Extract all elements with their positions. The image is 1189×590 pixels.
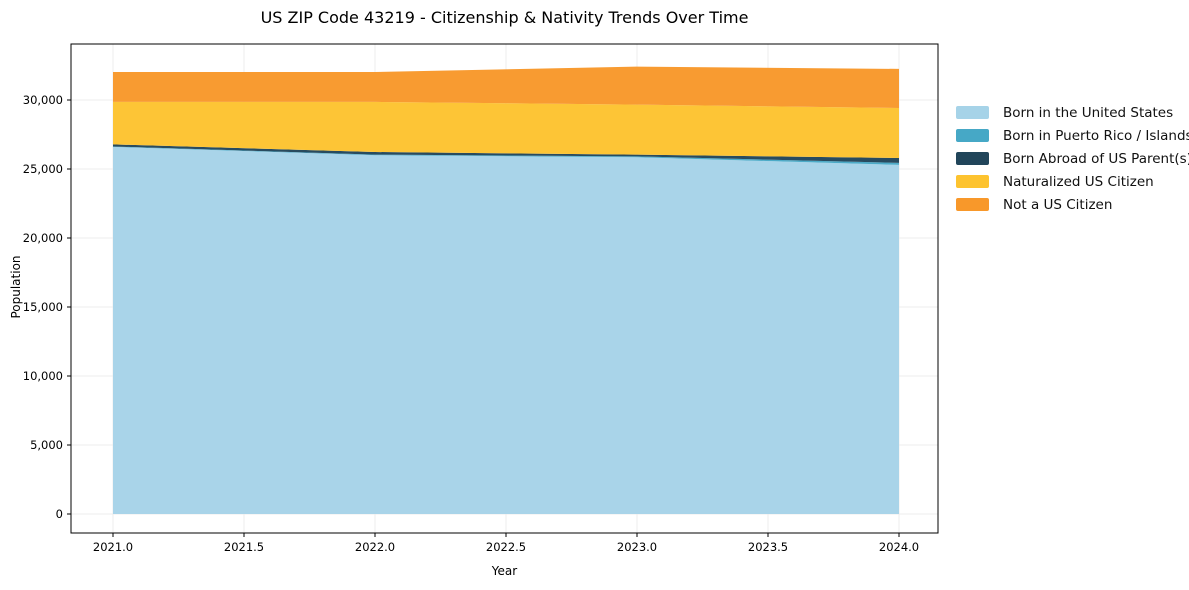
area-born-in-the-united-states [113,146,899,514]
y-tick-label: 25,000 [23,162,63,176]
legend-item-naturalized-us-citizen: Naturalized US Citizen [956,170,1189,193]
y-tick-label: 20,000 [23,231,63,245]
legend-item-born-abroad-of-us-parent-s: Born Abroad of US Parent(s) [956,147,1189,170]
legend-swatch [956,106,989,119]
x-tick-label: 2022.0 [355,540,395,554]
y-tick-label: 10,000 [23,369,63,383]
legend-item-born-in-the-united-states: Born in the United States [956,101,1189,124]
legend-label: Born in Puerto Rico / Islands [1003,127,1189,144]
x-axis: 2021.0 2021.5 2022.0 2022.5 2023.0 2023.5 2024… [93,533,919,554]
x-axis-label: Year [491,564,518,578]
y-axis: 0 5,000 10,000 15,000 20,000 25,000 30,000 [23,93,71,521]
legend-swatch [956,152,989,165]
plot-border [70,43,939,534]
area-layers [113,66,899,514]
y-axis-label: Population [9,255,23,319]
legend-label: Naturalized US Citizen [1003,173,1154,190]
y-tick-label: 5,000 [30,438,63,452]
x-tick-label: 2023.5 [748,540,788,554]
area-naturalized-us-citizen [113,101,899,158]
legend-label: Not a US Citizen [1003,196,1113,213]
area-not-a-us-citizen [113,66,899,108]
x-tick-label: 2022.5 [486,540,526,554]
legend: Born in the United States Born in Puerto … [956,101,1189,216]
legend-item-born-in-puerto-rico-islands: Born in Puerto Rico / Islands [956,124,1189,147]
legend-swatch [956,198,989,211]
x-tick-label: 2024.0 [879,540,919,554]
legend-label: Born Abroad of US Parent(s) [1003,150,1189,167]
area-born-abroad-of-us-parent-s [113,144,899,163]
legend-item-not-a-us-citizen: Not a US Citizen [956,193,1189,216]
legend-swatch [956,129,989,142]
area-born-in-puerto-rico-islands [113,146,899,165]
legend-swatch [956,175,989,188]
y-tick-label: 0 [56,507,63,521]
chart-title: US ZIP Code 43219 - Citizenship & Nativi… [260,8,749,27]
x-tick-label: 2021.5 [224,540,264,554]
x-tick-label: 2021.0 [93,540,133,554]
x-tick-label: 2023.0 [617,540,657,554]
y-tick-label: 15,000 [23,300,63,314]
legend-label: Born in the United States [1003,104,1174,121]
y-tick-label: 30,000 [23,93,63,107]
